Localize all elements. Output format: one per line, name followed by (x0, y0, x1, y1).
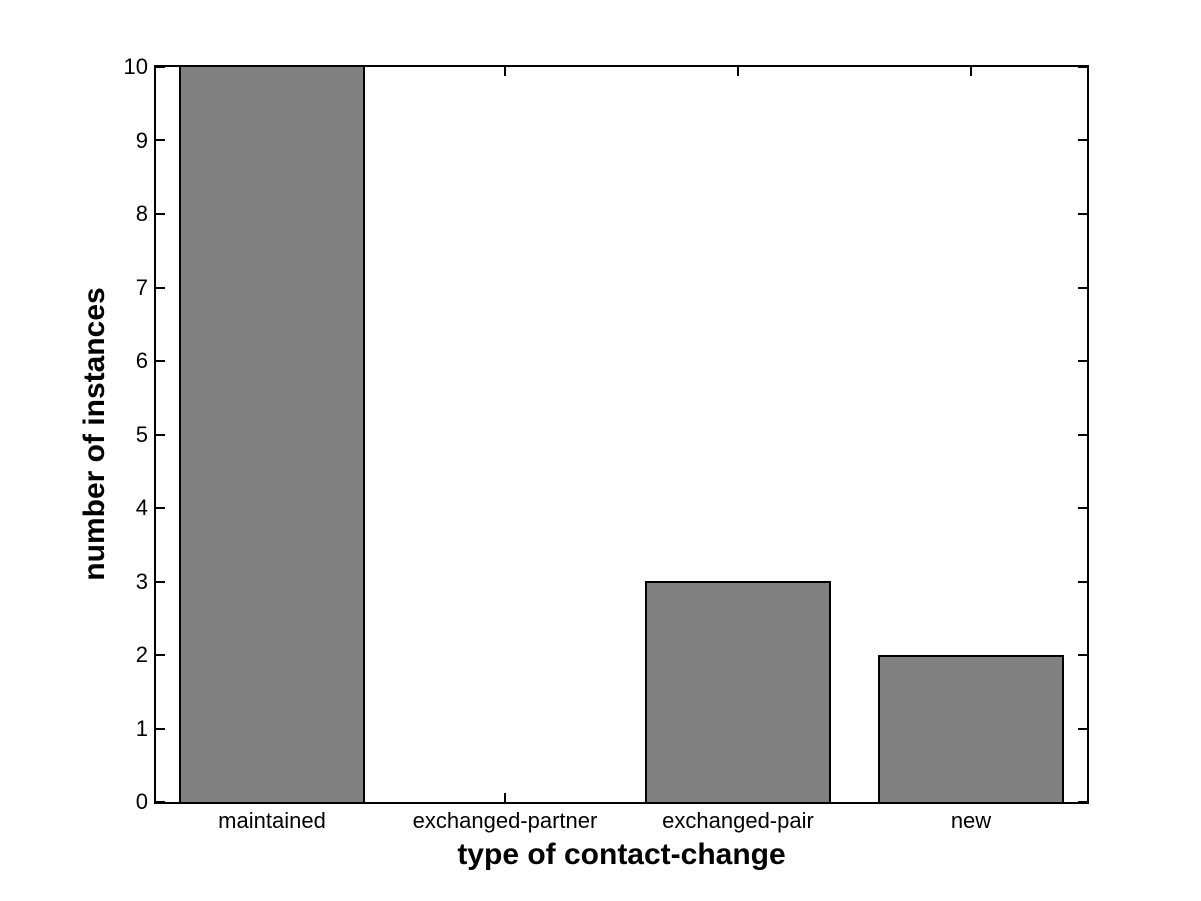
x-tick-label: maintained (218, 808, 326, 833)
y-tick-label: 5 (135, 422, 148, 447)
y-tick-mark-right (1078, 66, 1087, 68)
x-tick-mark-top (504, 67, 506, 76)
y-tick-mark-left (156, 287, 165, 289)
y-tick-mark-left (156, 139, 165, 141)
x-tick-mark-top (737, 67, 739, 76)
y-tick-label: 3 (135, 569, 148, 594)
y-tick-label: 0 (135, 789, 148, 814)
y-tick-label: 4 (135, 495, 148, 520)
y-tick-mark-right (1078, 654, 1087, 656)
y-tick-mark-right (1078, 213, 1087, 215)
x-tick-mark-bottom (504, 793, 506, 802)
y-tick-mark-right (1078, 801, 1087, 803)
y-tick-label: 8 (135, 201, 148, 226)
y-tick-mark-left (156, 654, 165, 656)
y-tick-mark-right (1078, 139, 1087, 141)
x-tick-label: exchanged-pair (662, 808, 814, 833)
y-tick-mark-left (156, 434, 165, 436)
y-tick-mark-right (1078, 434, 1087, 436)
x-tick-label: new (950, 808, 992, 833)
y-tick-mark-left (156, 213, 165, 215)
bar-maintained (179, 67, 365, 802)
y-tick-mark-right (1078, 581, 1087, 583)
y-tick-label: 2 (135, 642, 148, 667)
y-tick-mark-right (1078, 728, 1087, 730)
y-tick-mark-right (1078, 287, 1087, 289)
y-tick-mark-left (156, 507, 165, 509)
y-tick-label: 1 (135, 716, 148, 741)
x-axis-title: type of contact-change (457, 838, 786, 871)
y-tick-label: 7 (135, 275, 148, 300)
x-tick-label: exchanged-partner (412, 808, 598, 833)
x-tick-mark-top (970, 67, 972, 76)
y-tick-label: 10 (123, 54, 148, 79)
y-tick-label: 6 (135, 348, 148, 373)
y-tick-mark-left (156, 801, 165, 803)
y-tick-label: 9 (135, 128, 148, 153)
y-tick-mark-left (156, 360, 165, 362)
bar-new (878, 655, 1064, 802)
plot-area (154, 65, 1089, 804)
bar-exchanged-pair (645, 581, 831, 802)
y-tick-mark-left (156, 66, 165, 68)
y-tick-mark-left (156, 581, 165, 583)
y-tick-mark-left (156, 728, 165, 730)
y-tick-mark-right (1078, 360, 1087, 362)
y-tick-mark-right (1078, 507, 1087, 509)
